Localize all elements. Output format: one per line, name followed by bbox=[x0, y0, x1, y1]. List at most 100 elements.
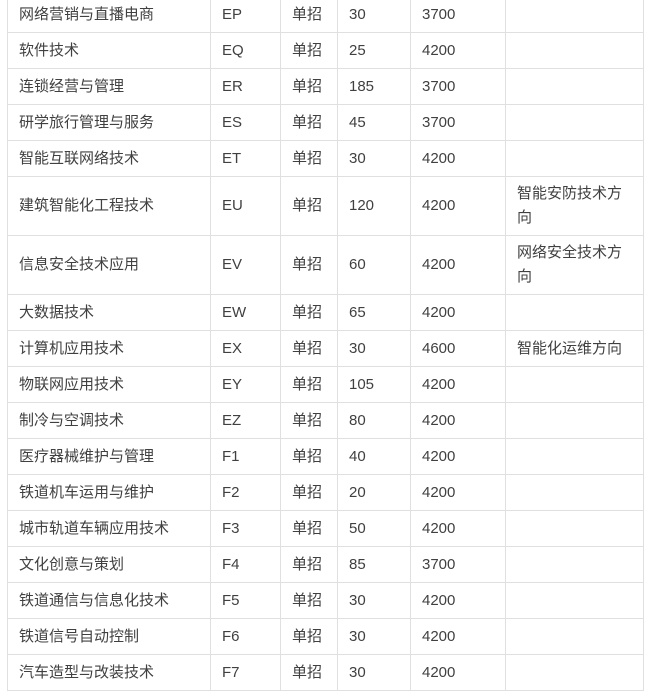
cell-plan-count: 65 bbox=[337, 294, 411, 331]
cell-major-name: 城市轨道车辆应用技术 bbox=[7, 510, 211, 547]
cell-major-code: EU bbox=[210, 176, 281, 236]
cell-plan-count: 30 bbox=[337, 0, 411, 33]
cell-plan-count: 25 bbox=[337, 32, 411, 69]
cell-major-name: 医疗器械维护与管理 bbox=[7, 438, 211, 475]
cell-plan-count: 60 bbox=[337, 235, 411, 295]
cell-enroll-method: 单招 bbox=[280, 402, 338, 439]
cell-plan-count: 45 bbox=[337, 104, 411, 141]
table-row: 信息安全技术应用 EV 单招 60 4200 网络安全技术方向 bbox=[7, 235, 644, 295]
table-row: 计算机应用技术 EX 单招 30 4600 智能化运维方向 bbox=[7, 330, 644, 367]
table-row: 大数据技术 EW 单招 65 4200 bbox=[7, 294, 644, 331]
cell-plan-count: 30 bbox=[337, 618, 411, 655]
cell-direction-note bbox=[505, 510, 644, 547]
cell-direction-note bbox=[505, 654, 644, 691]
cell-enroll-method: 单招 bbox=[280, 438, 338, 475]
cell-tuition-fee: 4200 bbox=[410, 438, 506, 475]
cell-major-name: 网络营销与直播电商 bbox=[7, 0, 211, 33]
cell-tuition-fee: 4200 bbox=[410, 235, 506, 295]
cell-plan-count: 85 bbox=[337, 546, 411, 583]
cell-major-code: EP bbox=[210, 0, 281, 33]
table-row: 软件技术 EQ 单招 25 4200 bbox=[7, 32, 644, 69]
cell-tuition-fee: 4200 bbox=[410, 294, 506, 331]
cell-major-code: F7 bbox=[210, 654, 281, 691]
cell-plan-count: 20 bbox=[337, 474, 411, 511]
cell-major-name: 计算机应用技术 bbox=[7, 330, 211, 367]
cell-major-code: EY bbox=[210, 366, 281, 403]
cell-major-code: F1 bbox=[210, 438, 281, 475]
cell-direction-note bbox=[505, 0, 644, 33]
table-row: 铁道信号自动控制 F6 单招 30 4200 bbox=[7, 618, 644, 655]
table-row: 连锁经营与管理 ER 单招 185 3700 bbox=[7, 68, 644, 105]
cell-enroll-method: 单招 bbox=[280, 32, 338, 69]
cell-enroll-method: 单招 bbox=[280, 235, 338, 295]
cell-direction-note: 智能安防技术方向 bbox=[505, 176, 644, 236]
cell-major-name: 文化创意与策划 bbox=[7, 546, 211, 583]
cell-direction-note bbox=[505, 140, 644, 177]
cell-direction-note bbox=[505, 402, 644, 439]
cell-direction-note bbox=[505, 366, 644, 403]
cell-direction-note bbox=[505, 32, 644, 69]
cell-enroll-method: 单招 bbox=[280, 546, 338, 583]
cell-plan-count: 30 bbox=[337, 582, 411, 619]
cell-plan-count: 105 bbox=[337, 366, 411, 403]
cell-major-code: F3 bbox=[210, 510, 281, 547]
cell-tuition-fee: 4200 bbox=[410, 618, 506, 655]
cell-direction-note bbox=[505, 546, 644, 583]
table-row: 智能互联网络技术 ET 单招 30 4200 bbox=[7, 140, 644, 177]
cell-enroll-method: 单招 bbox=[280, 68, 338, 105]
cell-enroll-method: 单招 bbox=[280, 510, 338, 547]
table-row: 物联网应用技术 EY 单招 105 4200 bbox=[7, 366, 644, 403]
cell-tuition-fee: 4200 bbox=[410, 510, 506, 547]
table-row: 制冷与空调技术 EZ 单招 80 4200 bbox=[7, 402, 644, 439]
cell-plan-count: 120 bbox=[337, 176, 411, 236]
cell-direction-note: 智能化运维方向 bbox=[505, 330, 644, 367]
cell-major-name: 软件技术 bbox=[7, 32, 211, 69]
cell-direction-note bbox=[505, 582, 644, 619]
cell-major-code: EZ bbox=[210, 402, 281, 439]
cell-tuition-fee: 4200 bbox=[410, 366, 506, 403]
table-row: 城市轨道车辆应用技术 F3 单招 50 4200 bbox=[7, 510, 644, 547]
cell-major-code: EQ bbox=[210, 32, 281, 69]
cell-direction-note bbox=[505, 438, 644, 475]
cell-major-code: ER bbox=[210, 68, 281, 105]
cell-direction-note bbox=[505, 474, 644, 511]
cell-major-code: F4 bbox=[210, 546, 281, 583]
cell-major-code: F6 bbox=[210, 618, 281, 655]
cell-major-name: 铁道信号自动控制 bbox=[7, 618, 211, 655]
cell-plan-count: 40 bbox=[337, 438, 411, 475]
cell-major-code: ES bbox=[210, 104, 281, 141]
cell-major-name: 大数据技术 bbox=[7, 294, 211, 331]
cell-major-name: 物联网应用技术 bbox=[7, 366, 211, 403]
table-row: 汽车造型与改装技术 F7 单招 30 4200 bbox=[7, 654, 644, 691]
cell-tuition-fee: 3700 bbox=[410, 104, 506, 141]
cell-tuition-fee: 4200 bbox=[410, 32, 506, 69]
cell-plan-count: 185 bbox=[337, 68, 411, 105]
cell-direction-note bbox=[505, 618, 644, 655]
table-row: 铁道通信与信息化技术 F5 单招 30 4200 bbox=[7, 582, 644, 619]
cell-major-name: 制冷与空调技术 bbox=[7, 402, 211, 439]
cell-plan-count: 30 bbox=[337, 330, 411, 367]
cell-tuition-fee: 4200 bbox=[410, 582, 506, 619]
cell-plan-count: 30 bbox=[337, 140, 411, 177]
cell-tuition-fee: 4200 bbox=[410, 140, 506, 177]
cell-major-name: 铁道机车运用与维护 bbox=[7, 474, 211, 511]
cell-major-name: 铁道通信与信息化技术 bbox=[7, 582, 211, 619]
cell-enroll-method: 单招 bbox=[280, 618, 338, 655]
cell-direction-note bbox=[505, 104, 644, 141]
table-row: 文化创意与策划 F4 单招 85 3700 bbox=[7, 546, 644, 583]
cell-enroll-method: 单招 bbox=[280, 140, 338, 177]
table-row: 研学旅行管理与服务 ES 单招 45 3700 bbox=[7, 104, 644, 141]
cell-tuition-fee: 4200 bbox=[410, 474, 506, 511]
cell-tuition-fee: 4200 bbox=[410, 654, 506, 691]
cell-enroll-method: 单招 bbox=[280, 176, 338, 236]
cell-major-code: EX bbox=[210, 330, 281, 367]
cell-major-code: EV bbox=[210, 235, 281, 295]
cell-enroll-method: 单招 bbox=[280, 294, 338, 331]
cell-enroll-method: 单招 bbox=[280, 654, 338, 691]
cell-major-name: 建筑智能化工程技术 bbox=[7, 176, 211, 236]
table-row: 医疗器械维护与管理 F1 单招 40 4200 bbox=[7, 438, 644, 475]
cell-tuition-fee: 4200 bbox=[410, 402, 506, 439]
cell-major-name: 连锁经营与管理 bbox=[7, 68, 211, 105]
cell-enroll-method: 单招 bbox=[280, 474, 338, 511]
